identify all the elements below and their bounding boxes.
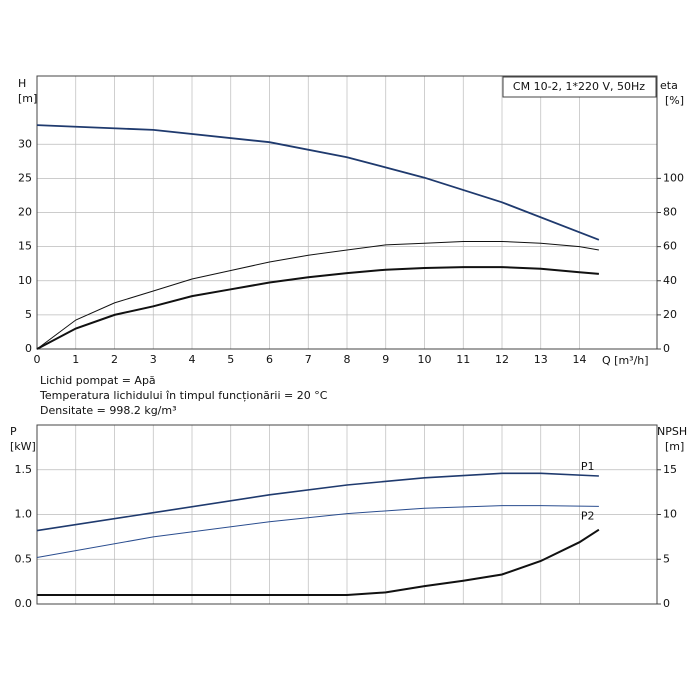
x-tick-label: 3 [150,353,157,366]
x-axis-label: Q [m³/h] [602,354,649,367]
y2-axis-unit: [m] [665,440,684,453]
x-tick-label: 8 [344,353,351,366]
series-line [36,124,600,241]
y-axis-label: P [10,425,17,438]
y2-tick-label: 0 [663,342,670,355]
note: Lichid pompat = Apă [40,374,156,387]
y-tick-label: 25 [18,171,32,184]
series-label: P2 [581,509,595,522]
x-tick-label: 12 [495,353,509,366]
series-line [36,266,599,350]
series-line [36,472,599,532]
y2-axis-label: NPSH [657,425,687,438]
y-tick-label: 10 [18,274,32,287]
series-line [36,505,599,558]
series-line [37,528,600,596]
y2-tick-label: 0 [663,597,670,610]
x-tick-label: 9 [382,353,389,366]
note: Densitate = 998.2 kg/m³ [40,404,177,417]
y2-tick-label: 20 [663,308,677,321]
x-tick-label: 13 [534,353,548,366]
plot-frame [36,424,658,605]
series-label: P1 [581,460,595,473]
x-tick-label: 11 [456,353,470,366]
y-axis-unit: [m] [18,92,37,105]
y-axis-unit: [kW] [10,440,36,453]
chart-title: CM 10-2, 1*220 V, 50Hz [513,80,645,93]
y-tick-label: 20 [18,206,32,219]
y2-axis-label: eta [660,79,678,92]
y2-tick-label: 5 [663,552,670,565]
y-tick-label: 1.0 [15,508,33,521]
x-tick-label: 6 [266,353,273,366]
y2-tick-label: 80 [663,206,677,219]
y2-tick-label: 15 [663,463,677,476]
x-tick-label: 4 [189,353,196,366]
y-tick-label: 0.0 [15,597,33,610]
y-tick-label: 30 [18,137,32,150]
x-tick-label: 10 [418,353,432,366]
x-tick-label: 1 [72,353,79,366]
y-axis-label: H [18,77,26,90]
y2-tick-label: 40 [663,274,677,287]
x-tick-label: 5 [227,353,234,366]
x-tick-label: 7 [305,353,312,366]
note: Temperatura lichidului în timpul funcțio… [39,389,328,402]
y2-tick-label: 60 [663,240,677,253]
title-box [502,76,657,98]
x-tick-label: 2 [111,353,118,366]
plot-frame [36,75,658,350]
y-tick-label: 0 [25,342,32,355]
y2-axis-unit: [%] [665,94,684,107]
y2-tick-label: 100 [663,171,684,184]
series-line [36,241,599,350]
y2-tick-label: 10 [663,508,677,521]
y-tick-label: 15 [18,240,32,253]
y-tick-label: 1.5 [15,463,33,476]
x-tick-label: 14 [573,353,587,366]
y-tick-label: 5 [25,308,32,321]
y-tick-label: 0.5 [15,552,33,565]
x-tick-label: 0 [34,353,41,366]
